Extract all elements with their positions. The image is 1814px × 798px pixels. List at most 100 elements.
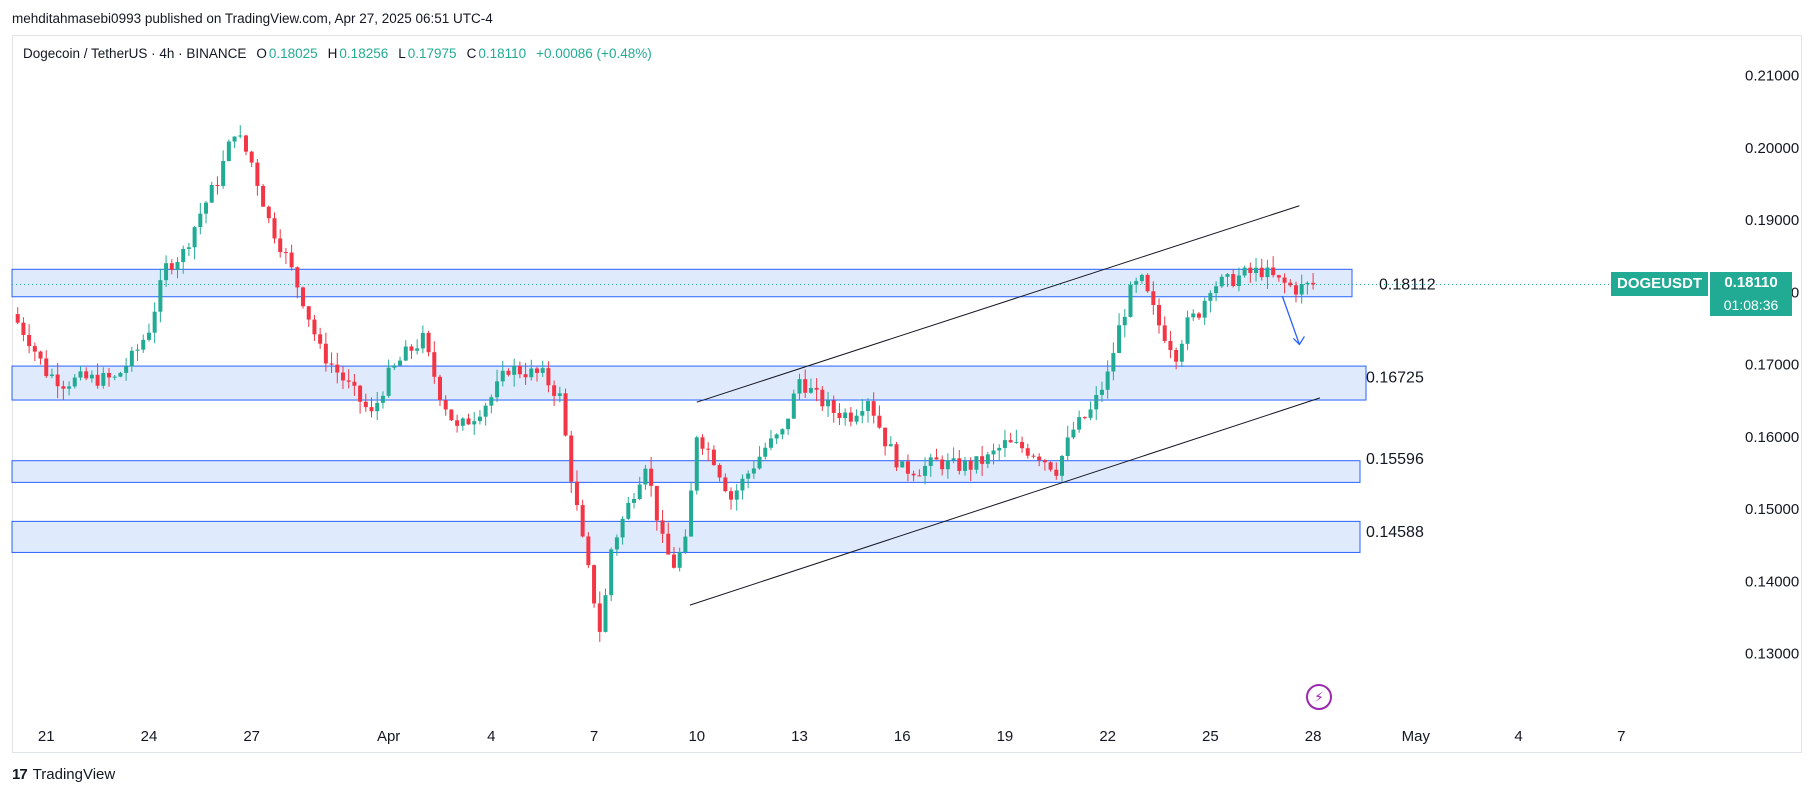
candle (283, 252, 288, 254)
candle (1054, 469, 1059, 476)
candle (335, 364, 340, 373)
candle (1151, 291, 1156, 305)
candle (398, 360, 403, 366)
candle (477, 416, 482, 422)
ticker-price: 0.18110 (1724, 274, 1778, 291)
candle (865, 401, 870, 412)
candle (1025, 448, 1030, 456)
level-label: 0.16725 (1366, 370, 1424, 387)
x-axis-tick-label: Apr (377, 728, 400, 745)
candle (386, 367, 391, 396)
candle (232, 136, 237, 142)
candle (580, 505, 585, 537)
candle (700, 437, 705, 449)
candle (620, 518, 625, 538)
candle (107, 372, 112, 378)
candle (209, 184, 214, 203)
candle (1276, 275, 1281, 278)
last-price-tag: DOGEUSDT 0.18110 01:08:36 (1611, 272, 1793, 316)
candle (694, 437, 699, 491)
candle (175, 262, 180, 270)
candle (797, 379, 802, 394)
candle (44, 358, 49, 377)
x-axis-tick-label: 19 (997, 728, 1014, 745)
candle (1065, 437, 1070, 456)
candle (403, 346, 408, 361)
candle (837, 412, 842, 419)
candle (683, 536, 688, 553)
candle (643, 468, 648, 485)
candle (1077, 417, 1082, 430)
candle (706, 448, 711, 450)
candle (586, 536, 591, 566)
candle (734, 490, 739, 500)
candle (181, 248, 186, 263)
candle (1128, 284, 1133, 317)
candle (1134, 281, 1139, 285)
candle (523, 374, 528, 378)
candle (289, 252, 294, 268)
candle (112, 376, 117, 378)
level-label: 0.15596 (1366, 451, 1424, 468)
candle (500, 370, 505, 382)
candle (1191, 313, 1196, 318)
candle (854, 415, 859, 422)
candle (666, 533, 671, 555)
candle (1020, 441, 1025, 449)
candle (1219, 276, 1224, 287)
candle (358, 385, 363, 402)
lightning-icon[interactable]: ⚡ (1306, 684, 1332, 710)
candle (723, 477, 728, 492)
candle (1214, 286, 1219, 294)
candle (363, 401, 368, 408)
candle (78, 371, 83, 378)
x-axis-tick-label: 7 (590, 728, 598, 745)
candle (27, 334, 32, 347)
candle (552, 385, 557, 396)
symbol-label[interactable]: Dogecoin / TetherUS · 4h · BINANCE (23, 46, 247, 61)
candle (38, 351, 43, 359)
candle (791, 393, 796, 419)
candle (1236, 275, 1241, 287)
y-axis-tick-label: 0.19000 (1745, 212, 1799, 229)
candle (483, 405, 488, 417)
bar-countdown: 01:08:36 (1723, 297, 1779, 313)
candle (900, 461, 905, 468)
candle (1242, 267, 1247, 276)
candle (1111, 353, 1116, 372)
candle (991, 450, 996, 455)
candle (95, 374, 100, 386)
candle (888, 444, 893, 447)
tradingview-logo[interactable]: 17 TradingView (12, 766, 115, 783)
y-axis-tick-label: 0.17000 (1745, 357, 1799, 374)
candle (89, 374, 94, 379)
candle (1259, 267, 1264, 278)
candle (951, 458, 956, 461)
x-axis-tick-label: 7 (1617, 728, 1625, 745)
candle (574, 481, 579, 506)
x-axis-tick-label: 4 (487, 728, 495, 745)
candle (517, 365, 522, 375)
candle (985, 454, 990, 464)
candle (340, 372, 345, 381)
candle (466, 418, 471, 425)
candle (1082, 417, 1087, 419)
candle (968, 461, 973, 470)
candle (1042, 460, 1047, 463)
candle (352, 381, 357, 386)
candle (278, 238, 283, 253)
candle (118, 372, 123, 377)
candle (455, 420, 460, 426)
candle (1037, 456, 1042, 461)
candle (72, 377, 77, 387)
candle (506, 370, 511, 375)
candle (1254, 267, 1259, 273)
candle (1014, 441, 1019, 443)
candle (905, 461, 910, 474)
candle (186, 247, 191, 249)
candle (55, 374, 60, 387)
candles (15, 125, 1316, 642)
candle (980, 456, 985, 464)
candle (1157, 304, 1162, 326)
